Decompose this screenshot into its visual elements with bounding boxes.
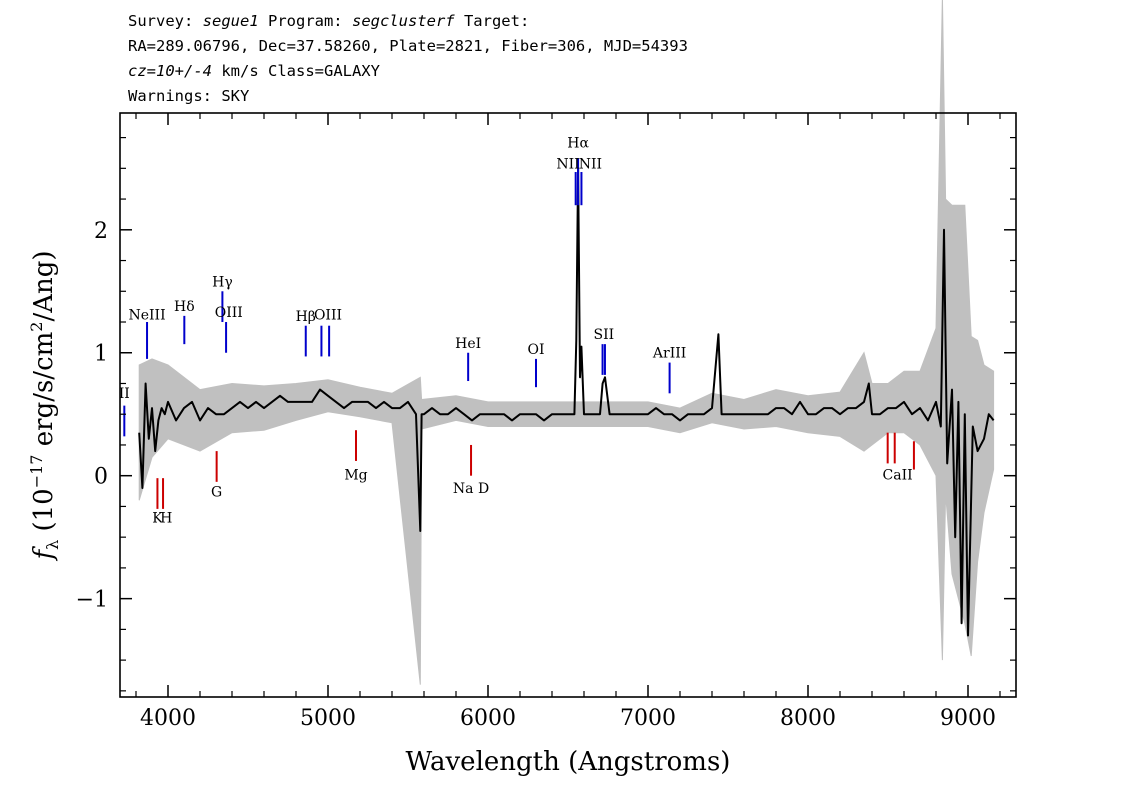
- line-label: NII: [556, 156, 579, 172]
- program-value: segclusterf: [351, 12, 455, 30]
- y-tick-label: 2: [94, 219, 108, 244]
- x-axis-label: Wavelength (Angstroms): [406, 747, 731, 777]
- header-line-survey: Survey: segue1 Program: segclusterf Targ…: [128, 12, 529, 30]
- class-value: km/s Class=GALAXY: [212, 62, 380, 80]
- cz-value: cz=10+/-4: [128, 62, 212, 80]
- line-label: NeIII: [128, 308, 165, 324]
- x-tick-label: 5000: [300, 706, 356, 731]
- x-tick-label: 9000: [940, 706, 996, 731]
- error-band: [138, 0, 995, 685]
- y-axis-label: fλ (10−17 erg/s/cm2/Ang): [27, 250, 62, 561]
- y-axis-label-text: fλ (10−17 erg/s/cm2/Ang): [27, 250, 62, 561]
- line-label: OIII: [215, 305, 243, 321]
- axis-ticks: 4000 5000 6000 7000 8000 9000 −1 0 1 2: [76, 113, 1016, 731]
- line-label: HeI: [455, 336, 481, 352]
- x-tick-label: 8000: [780, 706, 836, 731]
- y-tick-label: −1: [76, 588, 108, 613]
- line-label: H: [160, 510, 172, 526]
- flux-line: [138, 167, 995, 637]
- line-label: CaII: [883, 467, 913, 483]
- plot-frame: [119, 112, 1017, 698]
- x-tick-label: 6000: [460, 706, 516, 731]
- line-markers: [123, 158, 915, 509]
- line-label: K: [152, 510, 163, 526]
- line-label: Hγ: [212, 274, 233, 290]
- line-label: G: [211, 485, 222, 501]
- line-label: SII: [594, 327, 615, 343]
- x-tick-label: 7000: [620, 706, 676, 731]
- line-label: Mg: [344, 467, 367, 483]
- y-tick-label: 0: [94, 465, 108, 490]
- line-label: Hα: [567, 135, 589, 151]
- line-label: Hδ: [174, 299, 195, 315]
- flux-series: [138, 167, 995, 637]
- header-line-cz: cz=10+/-4 km/s Class=GALAXY: [128, 62, 380, 80]
- program-label: Program:: [258, 12, 352, 30]
- line-label: OIII: [314, 308, 342, 324]
- line-label: ArIII: [652, 346, 686, 362]
- error-series: [138, 0, 995, 685]
- line-label: Na D: [453, 481, 489, 497]
- target-label: Target:: [454, 12, 530, 30]
- line-label: Hβ: [296, 309, 316, 325]
- survey-label: Survey:: [128, 12, 203, 30]
- header-line-coords: RA=289.06796, Dec=37.58260, Plate=2821, …: [128, 37, 688, 55]
- line-label: OI: [527, 342, 544, 358]
- header-line-warnings: Warnings: SKY: [128, 87, 250, 105]
- line-label: NII: [579, 156, 602, 172]
- survey-value: segue1: [202, 12, 259, 30]
- line-label: II: [119, 386, 130, 402]
- x-tick-label: 4000: [140, 706, 196, 731]
- y-tick-label: 1: [94, 342, 108, 367]
